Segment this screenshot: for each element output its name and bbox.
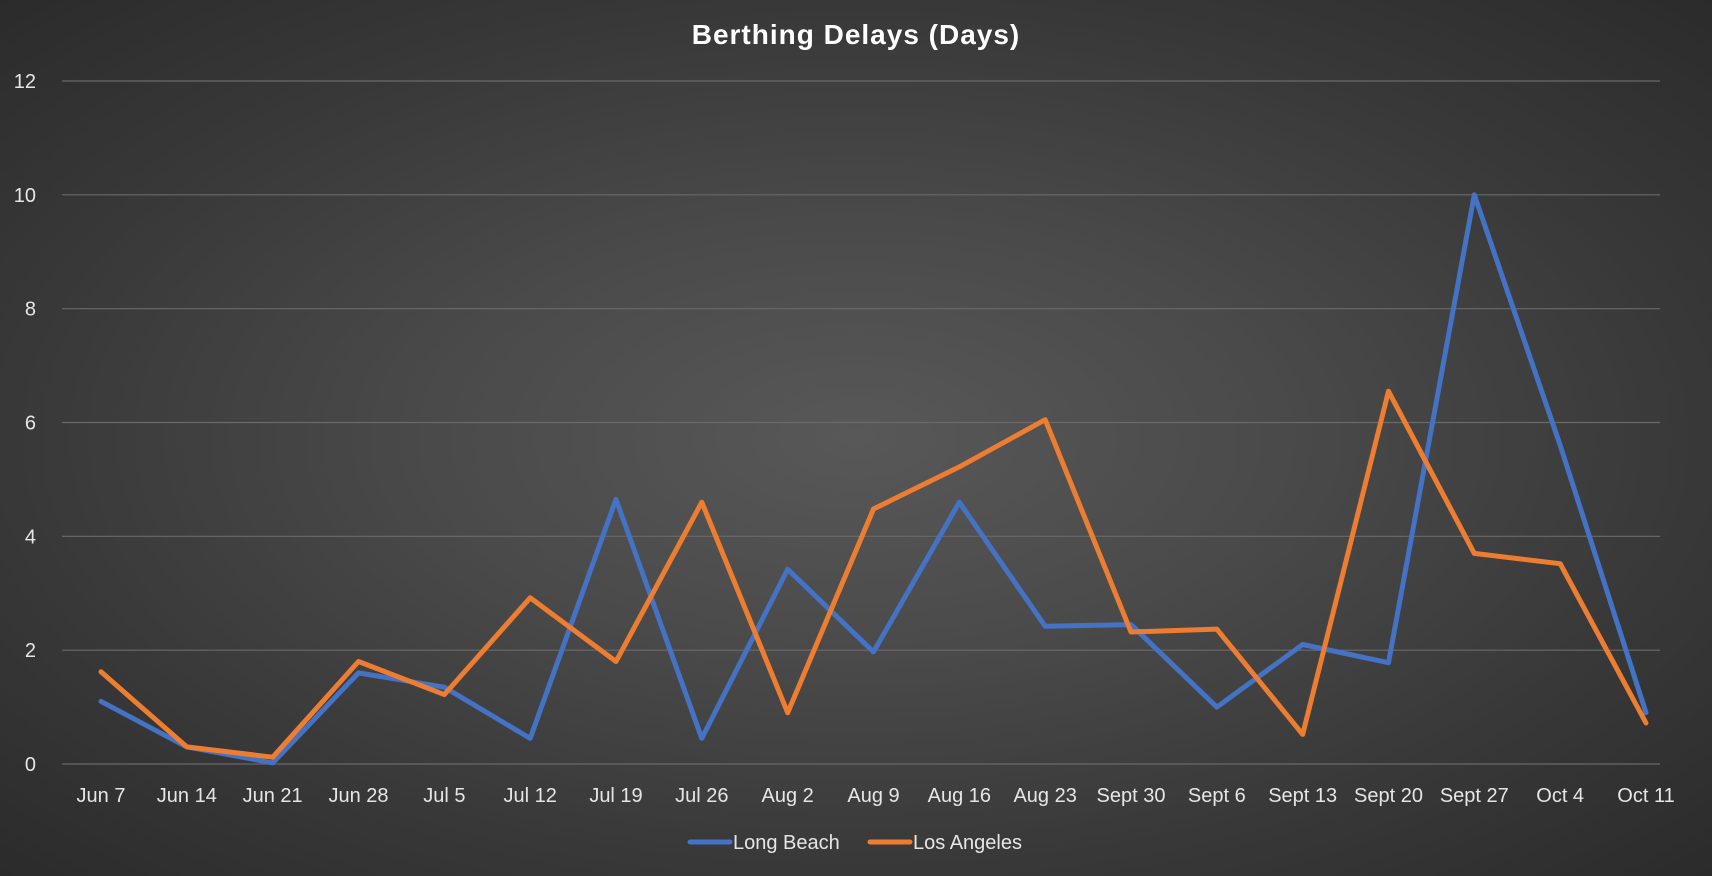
series-line-long-beach [98, 192, 1649, 766]
x-tick-label: Sept 6 [1188, 785, 1246, 807]
x-tick-label: Sept 13 [1268, 785, 1337, 807]
series-line-los-angeles [98, 388, 1649, 760]
x-tick-label: Aug 9 [847, 785, 899, 807]
legend-label: Los Angeles [913, 832, 1022, 854]
grid-lines [62, 80, 1660, 765]
x-tick-label: Jul 12 [503, 785, 556, 807]
x-tick-label: Sept 30 [1097, 785, 1166, 807]
y-tick-label: 6 [25, 413, 36, 435]
x-tick-label: Oct 4 [1536, 785, 1584, 807]
y-tick-label: 12 [14, 71, 36, 93]
y-tick-label: 0 [25, 754, 36, 776]
x-tick-label: Jun 28 [328, 785, 388, 807]
x-tick-label: Jul 26 [675, 785, 728, 807]
y-tick-label: 8 [25, 299, 36, 321]
x-tick-label: Sept 27 [1440, 785, 1509, 807]
x-tick-label: Jun 7 [77, 785, 126, 807]
x-tick-label: Jun 14 [157, 785, 217, 807]
chart-title: Berthing Delays (Days) [692, 19, 1021, 50]
x-tick-label: Oct 11 [1617, 785, 1674, 807]
x-tick-label: Jul 5 [423, 785, 465, 807]
y-tick-label: 10 [14, 185, 36, 207]
x-axis-ticks: Jun 7 Jun 14 Jun 21 Jun 28 Jul 5 Jul 12 Jul 19… [77, 785, 1675, 807]
legend-label: Long Beach [733, 832, 840, 854]
x-tick-label: Aug 2 [762, 785, 814, 807]
legend: Long Beach Los Angeles [687, 832, 1022, 854]
x-tick-label: Jun 21 [243, 785, 303, 807]
x-tick-label: Aug 23 [1013, 785, 1076, 807]
y-tick-label: 4 [25, 526, 36, 548]
x-tick-label: Aug 16 [928, 785, 991, 807]
y-axis-ticks: 0 2 4 6 8 10 12 [14, 71, 36, 776]
x-tick-label: Sept 20 [1354, 785, 1423, 807]
series-lines [98, 192, 1649, 766]
y-tick-label: 2 [25, 640, 36, 662]
x-tick-label: Jul 19 [589, 785, 642, 807]
